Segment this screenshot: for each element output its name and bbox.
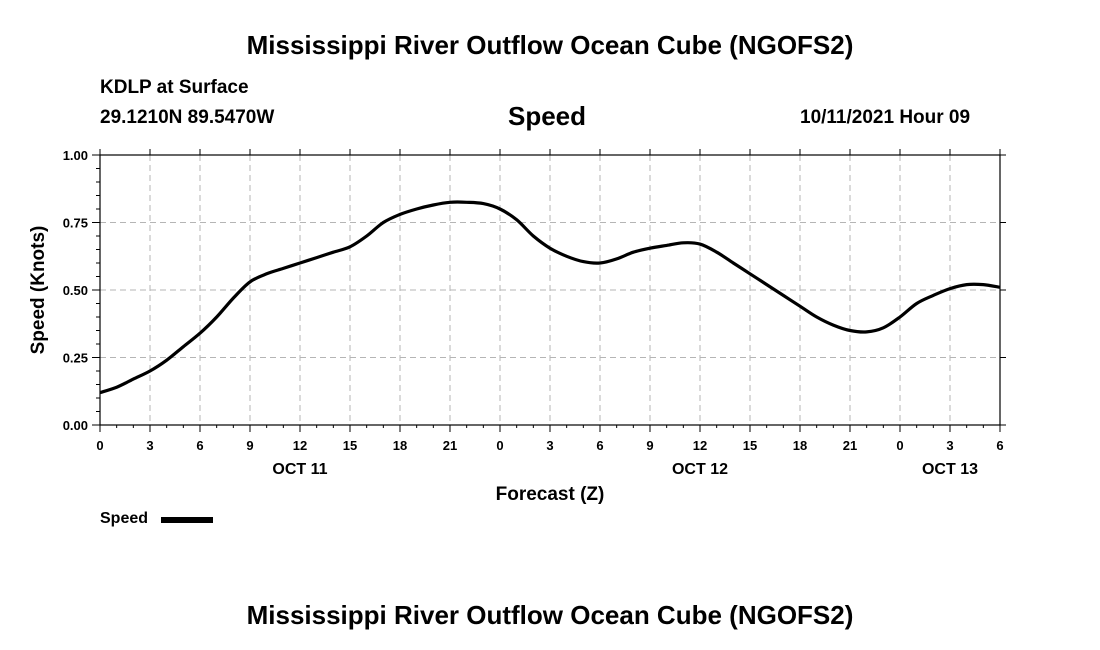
- x-tick-label: 12: [693, 438, 707, 453]
- x-tick-label: 0: [96, 438, 103, 453]
- date-label: OCT 11: [272, 461, 327, 478]
- x-axis-title: Forecast (Z): [496, 484, 605, 505]
- x-tick-label: 6: [996, 438, 1003, 453]
- x-tick-label: 15: [743, 438, 757, 453]
- y-tick-label: 0.50: [63, 283, 88, 298]
- x-tick-label: 21: [843, 438, 857, 453]
- legend-label: Speed: [100, 510, 149, 527]
- x-tick-label: 18: [393, 438, 407, 453]
- x-tick-label: 3: [946, 438, 953, 453]
- x-tick-label: 15: [343, 438, 357, 453]
- x-tick-label: 6: [196, 438, 203, 453]
- x-tick-label: 0: [496, 438, 503, 453]
- x-tick-label: 3: [546, 438, 553, 453]
- x-tick-label: 21: [443, 438, 457, 453]
- series-line-speed: [99, 200, 1001, 395]
- y-tick-label: 0.25: [63, 351, 88, 366]
- y-tick-label: 1.00: [63, 148, 88, 163]
- x-tick-label: 9: [646, 438, 653, 453]
- x-tick-label: 6: [596, 438, 603, 453]
- variable-title: Speed: [508, 101, 587, 131]
- x-tick-label: 12: [293, 438, 307, 453]
- coordinates-label: 29.1210N 89.5470W: [100, 107, 275, 128]
- date-label: OCT 13: [922, 461, 978, 478]
- y-axis-title: Speed (Knots): [28, 226, 49, 355]
- date-label: OCT 12: [672, 461, 728, 478]
- chart-title-top: Mississippi River Outflow Ocean Cube (NG…: [246, 30, 854, 60]
- x-tick-label: 18: [793, 438, 807, 453]
- y-tick-label: 0.75: [63, 216, 88, 231]
- y-tick-label: 0.00: [63, 418, 88, 433]
- legend-line-swatch: [161, 517, 213, 523]
- chart-title-bottom: Mississippi River Outflow Ocean Cube (NG…: [246, 600, 854, 630]
- station-label: KDLP at Surface: [100, 77, 249, 98]
- x-tick-label: 0: [896, 438, 903, 453]
- datetime-label: 10/11/2021 Hour 09: [800, 107, 971, 128]
- x-tick-label: 9: [246, 438, 253, 453]
- x-tick-label: 3: [146, 438, 153, 453]
